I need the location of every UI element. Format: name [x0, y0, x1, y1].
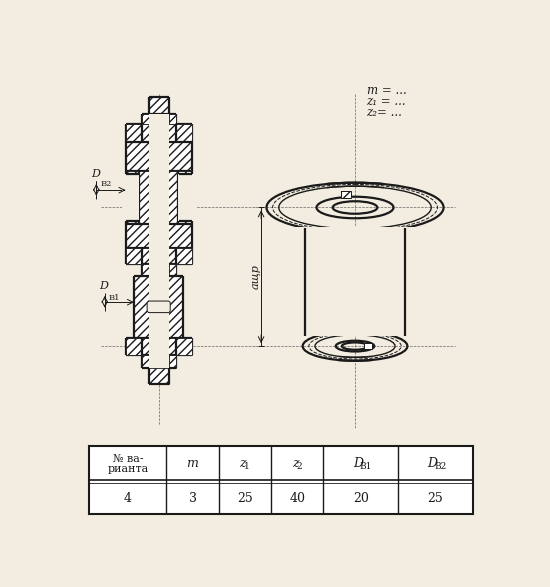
Bar [89, 446, 473, 514]
Text: z: z [292, 457, 298, 470]
Bar [175, 338, 192, 355]
FancyBboxPatch shape [147, 301, 170, 313]
Text: B2: B2 [434, 462, 446, 471]
Bar [178, 174, 196, 221]
Text: № ва-: № ва- [113, 454, 143, 464]
Bar [142, 355, 148, 369]
Bar [341, 191, 351, 198]
Bar [125, 142, 192, 171]
Bar [341, 191, 351, 198]
Bar [148, 124, 169, 142]
Bar [142, 124, 175, 142]
Bar [148, 355, 169, 369]
Bar [148, 338, 169, 355]
Bar [148, 265, 169, 276]
Bar [125, 248, 142, 265]
Text: D: D [100, 281, 108, 291]
Text: 3: 3 [189, 492, 196, 505]
Bar [142, 113, 148, 124]
Text: 2: 2 [297, 462, 302, 471]
Text: D: D [427, 457, 437, 470]
Bar [178, 171, 192, 224]
Text: 1: 1 [244, 462, 250, 471]
Bar [169, 355, 175, 369]
Text: z₂= ...: z₂= ... [366, 106, 403, 119]
Text: B1: B1 [359, 462, 372, 471]
Bar [148, 171, 169, 224]
Text: D: D [353, 457, 362, 470]
Bar [122, 174, 140, 221]
Text: 20: 20 [353, 492, 369, 505]
Text: 25: 25 [427, 492, 443, 505]
Text: z₁ = ...: z₁ = ... [366, 95, 406, 108]
Bar [148, 97, 169, 113]
Text: B2: B2 [100, 180, 112, 188]
Text: aщр: aщр [251, 264, 261, 289]
Bar [175, 124, 192, 142]
Bar [140, 171, 178, 224]
Bar [169, 113, 175, 124]
Bar [169, 265, 175, 276]
Bar [148, 224, 169, 248]
Text: 40: 40 [289, 492, 305, 505]
Text: 25: 25 [237, 492, 253, 505]
Bar [364, 343, 372, 349]
Text: z: z [239, 457, 246, 470]
Bar [125, 224, 192, 248]
Bar [148, 369, 169, 384]
Text: рианта: рианта [107, 464, 148, 474]
Bar [125, 171, 140, 224]
Bar [142, 248, 175, 265]
Bar [295, 227, 415, 336]
Bar [148, 248, 169, 265]
Bar [125, 338, 142, 355]
Text: 4: 4 [124, 492, 132, 505]
Bar [148, 142, 169, 171]
Bar [175, 248, 192, 265]
Text: m = ...: m = ... [366, 85, 406, 97]
Bar [125, 124, 142, 142]
Text: D: D [91, 170, 100, 180]
Bar [142, 265, 148, 276]
Text: m: m [186, 457, 199, 470]
Bar [142, 338, 175, 355]
Bar [148, 113, 169, 124]
Bar [148, 276, 169, 338]
Text: B1: B1 [109, 294, 120, 302]
Bar [134, 276, 183, 338]
